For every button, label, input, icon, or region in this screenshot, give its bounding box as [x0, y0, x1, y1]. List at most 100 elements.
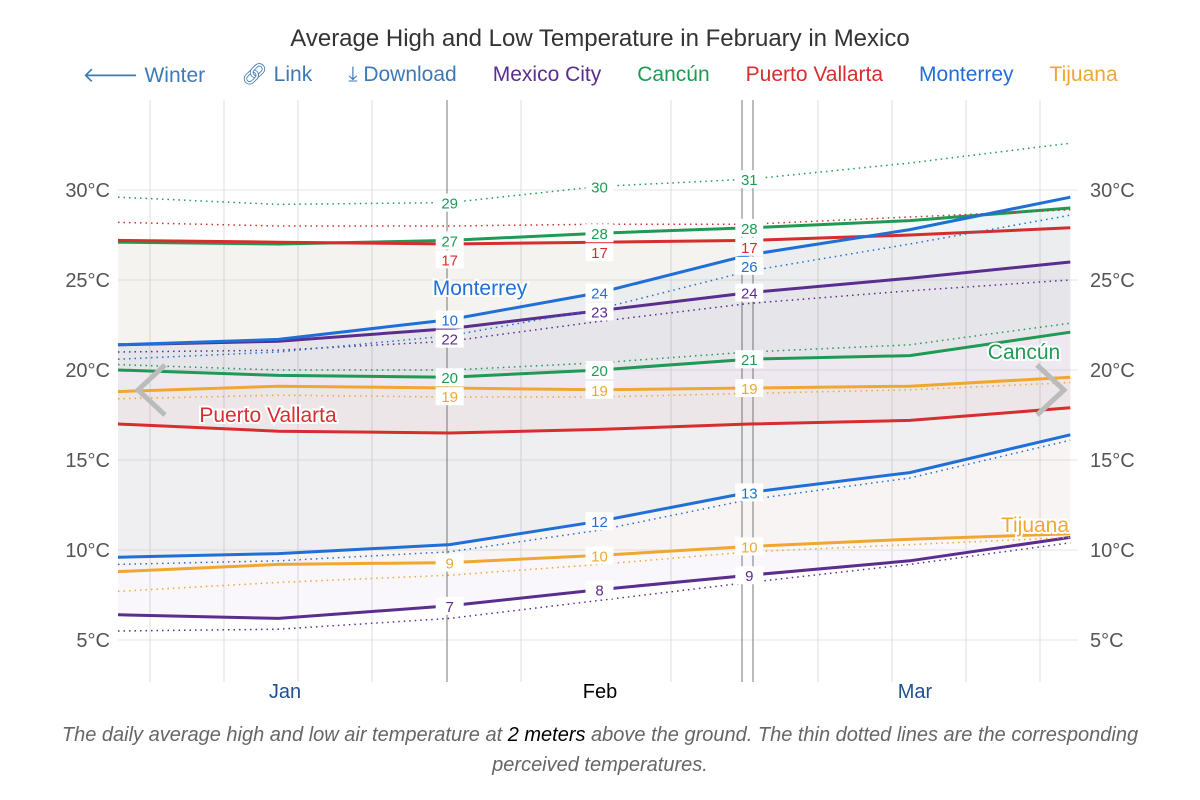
series-annotation: Tijuana [1001, 514, 1069, 537]
legend-tijuana[interactable]: Tijuana [1049, 63, 1118, 86]
point-label: 20 [591, 363, 608, 380]
feels-line-mexico-city [117, 542, 1071, 632]
legend-monterrey[interactable]: Monterrey [919, 63, 1014, 86]
point-label: 7 [446, 599, 454, 616]
point-label-bg [435, 553, 464, 572]
caption-text-2: above the ground. The thin dotted lines … [492, 724, 1139, 776]
point-label-bg [735, 537, 764, 556]
point-label-bg [735, 483, 764, 502]
link-button[interactable]: 🔗︎ Link [241, 63, 312, 88]
point-label: 19 [441, 389, 458, 406]
winter-button[interactable]: 🡐 Winter [82, 63, 205, 88]
legend-puerto-vallarta[interactable]: Puerto Vallarta [745, 63, 884, 86]
point-label: 19 [741, 381, 758, 398]
point-label: 20 [441, 370, 458, 387]
y-tick-left: 25°C [65, 270, 110, 292]
point-label-bg [735, 170, 764, 189]
range-band-puerto-vallarta [118, 227, 1071, 433]
y-tick-left: 20°C [65, 360, 110, 382]
point-label: 22 [441, 332, 458, 349]
point-label-bg [585, 243, 614, 262]
chevron-right-icon[interactable] [1035, 363, 1068, 417]
series-annotation: Puerto Vallarta [199, 404, 337, 427]
link-label: Link [273, 63, 313, 86]
download-icon: ⤓ [348, 63, 364, 86]
point-label: 27 [441, 233, 458, 250]
point-label: 9 [446, 556, 454, 573]
point-label-bg [435, 231, 464, 250]
series-annotation: Monterrey [433, 277, 528, 300]
link-icon: 🔗︎ [241, 63, 274, 86]
point-label-bg [735, 283, 764, 302]
point-label-bg [435, 250, 464, 269]
arrow-left-icon: 🡐 [82, 64, 145, 87]
feels-line-cancún [117, 322, 1071, 371]
feels-line-cancún [117, 142, 1071, 206]
point-label: 17 [441, 252, 458, 269]
point-label: 10 [591, 548, 608, 565]
point-label-bg [585, 283, 614, 302]
feels-line-puerto-vallarta [117, 209, 1071, 227]
point-label-bg [585, 177, 614, 196]
x-tick-label: Jan [269, 681, 301, 703]
point-label-bg [585, 380, 614, 399]
point-label: 31 [741, 172, 758, 189]
range-band-mexico-city [118, 262, 1071, 619]
point-label-bg [735, 237, 764, 256]
point-label: 30 [591, 179, 608, 196]
point-label: 10 [441, 313, 458, 330]
series-annotation: Cancún [988, 341, 1060, 364]
point-label-bg [585, 224, 614, 243]
legend-cancun[interactable]: Cancún [637, 63, 710, 86]
y-tick-right: 30°C [1090, 180, 1135, 202]
point-label: 28 [591, 226, 608, 243]
point-label-bg [585, 361, 614, 379]
point-label: 29 [441, 196, 458, 213]
chart-title: Average High and Low Temperature in Febr… [290, 25, 910, 52]
point-label-bg [735, 218, 764, 237]
y-tick-left: 10°C [65, 540, 110, 562]
caption-text-1: The daily average high and low air tempe… [61, 724, 508, 746]
point-label-bg [585, 580, 614, 599]
y-tick-right: 25°C [1090, 270, 1135, 292]
point-label: 10 [741, 539, 758, 556]
point-label-bg [435, 310, 464, 329]
low-line-puerto-vallarta [117, 406, 1071, 435]
point-label-bg [735, 256, 764, 275]
y-tick-right: 5°C [1090, 630, 1124, 652]
y-tick-left: 15°C [65, 450, 110, 472]
point-label-bg [585, 302, 614, 321]
point-label-bg [735, 350, 764, 369]
x-tick-label: Mar [898, 681, 933, 703]
caption-bold: 2 meters [507, 724, 586, 746]
legend-mexico-city[interactable]: Mexico City [492, 63, 602, 86]
point-label: 19 [591, 383, 608, 400]
y-tick-left: 30°C [65, 180, 110, 202]
point-label: 12 [591, 514, 608, 531]
point-label-bg [585, 512, 614, 531]
y-tick-right: 10°C [1090, 540, 1135, 562]
point-label: 9 [745, 568, 753, 585]
chevron-left-icon[interactable] [134, 363, 167, 417]
y-tick-right: 15°C [1090, 450, 1135, 472]
point-label: 13 [741, 485, 758, 502]
x-tick-label: Feb [583, 681, 617, 703]
feels-line-tijuana [117, 381, 1071, 400]
chart-caption: The daily average high and low air tempe… [60, 720, 1140, 780]
point-label-bg [435, 193, 464, 212]
download-button[interactable]: ⤓ Download [348, 63, 457, 88]
feels-line-tijuana [117, 536, 1071, 593]
point-label: 23 [591, 305, 608, 322]
point-label: 21 [741, 352, 758, 369]
y-tick-right: 20°C [1090, 360, 1135, 382]
point-label: 17 [591, 245, 608, 262]
point-label: 24 [741, 286, 758, 303]
point-label-bg [435, 368, 464, 387]
point-label: 24 [591, 286, 608, 303]
point-label-bg [735, 379, 764, 397]
range-band-tijuana [118, 377, 1071, 572]
temperature-chart: 5°C 5°C 10°C 10°C 15°C 15°C 20°C 20°C 25°C 25°C 30… [65, 100, 1135, 703]
y-tick-left: 5°C [76, 630, 110, 652]
winter-label: Winter [144, 64, 206, 87]
feels-line-mexico-city [117, 279, 1071, 353]
